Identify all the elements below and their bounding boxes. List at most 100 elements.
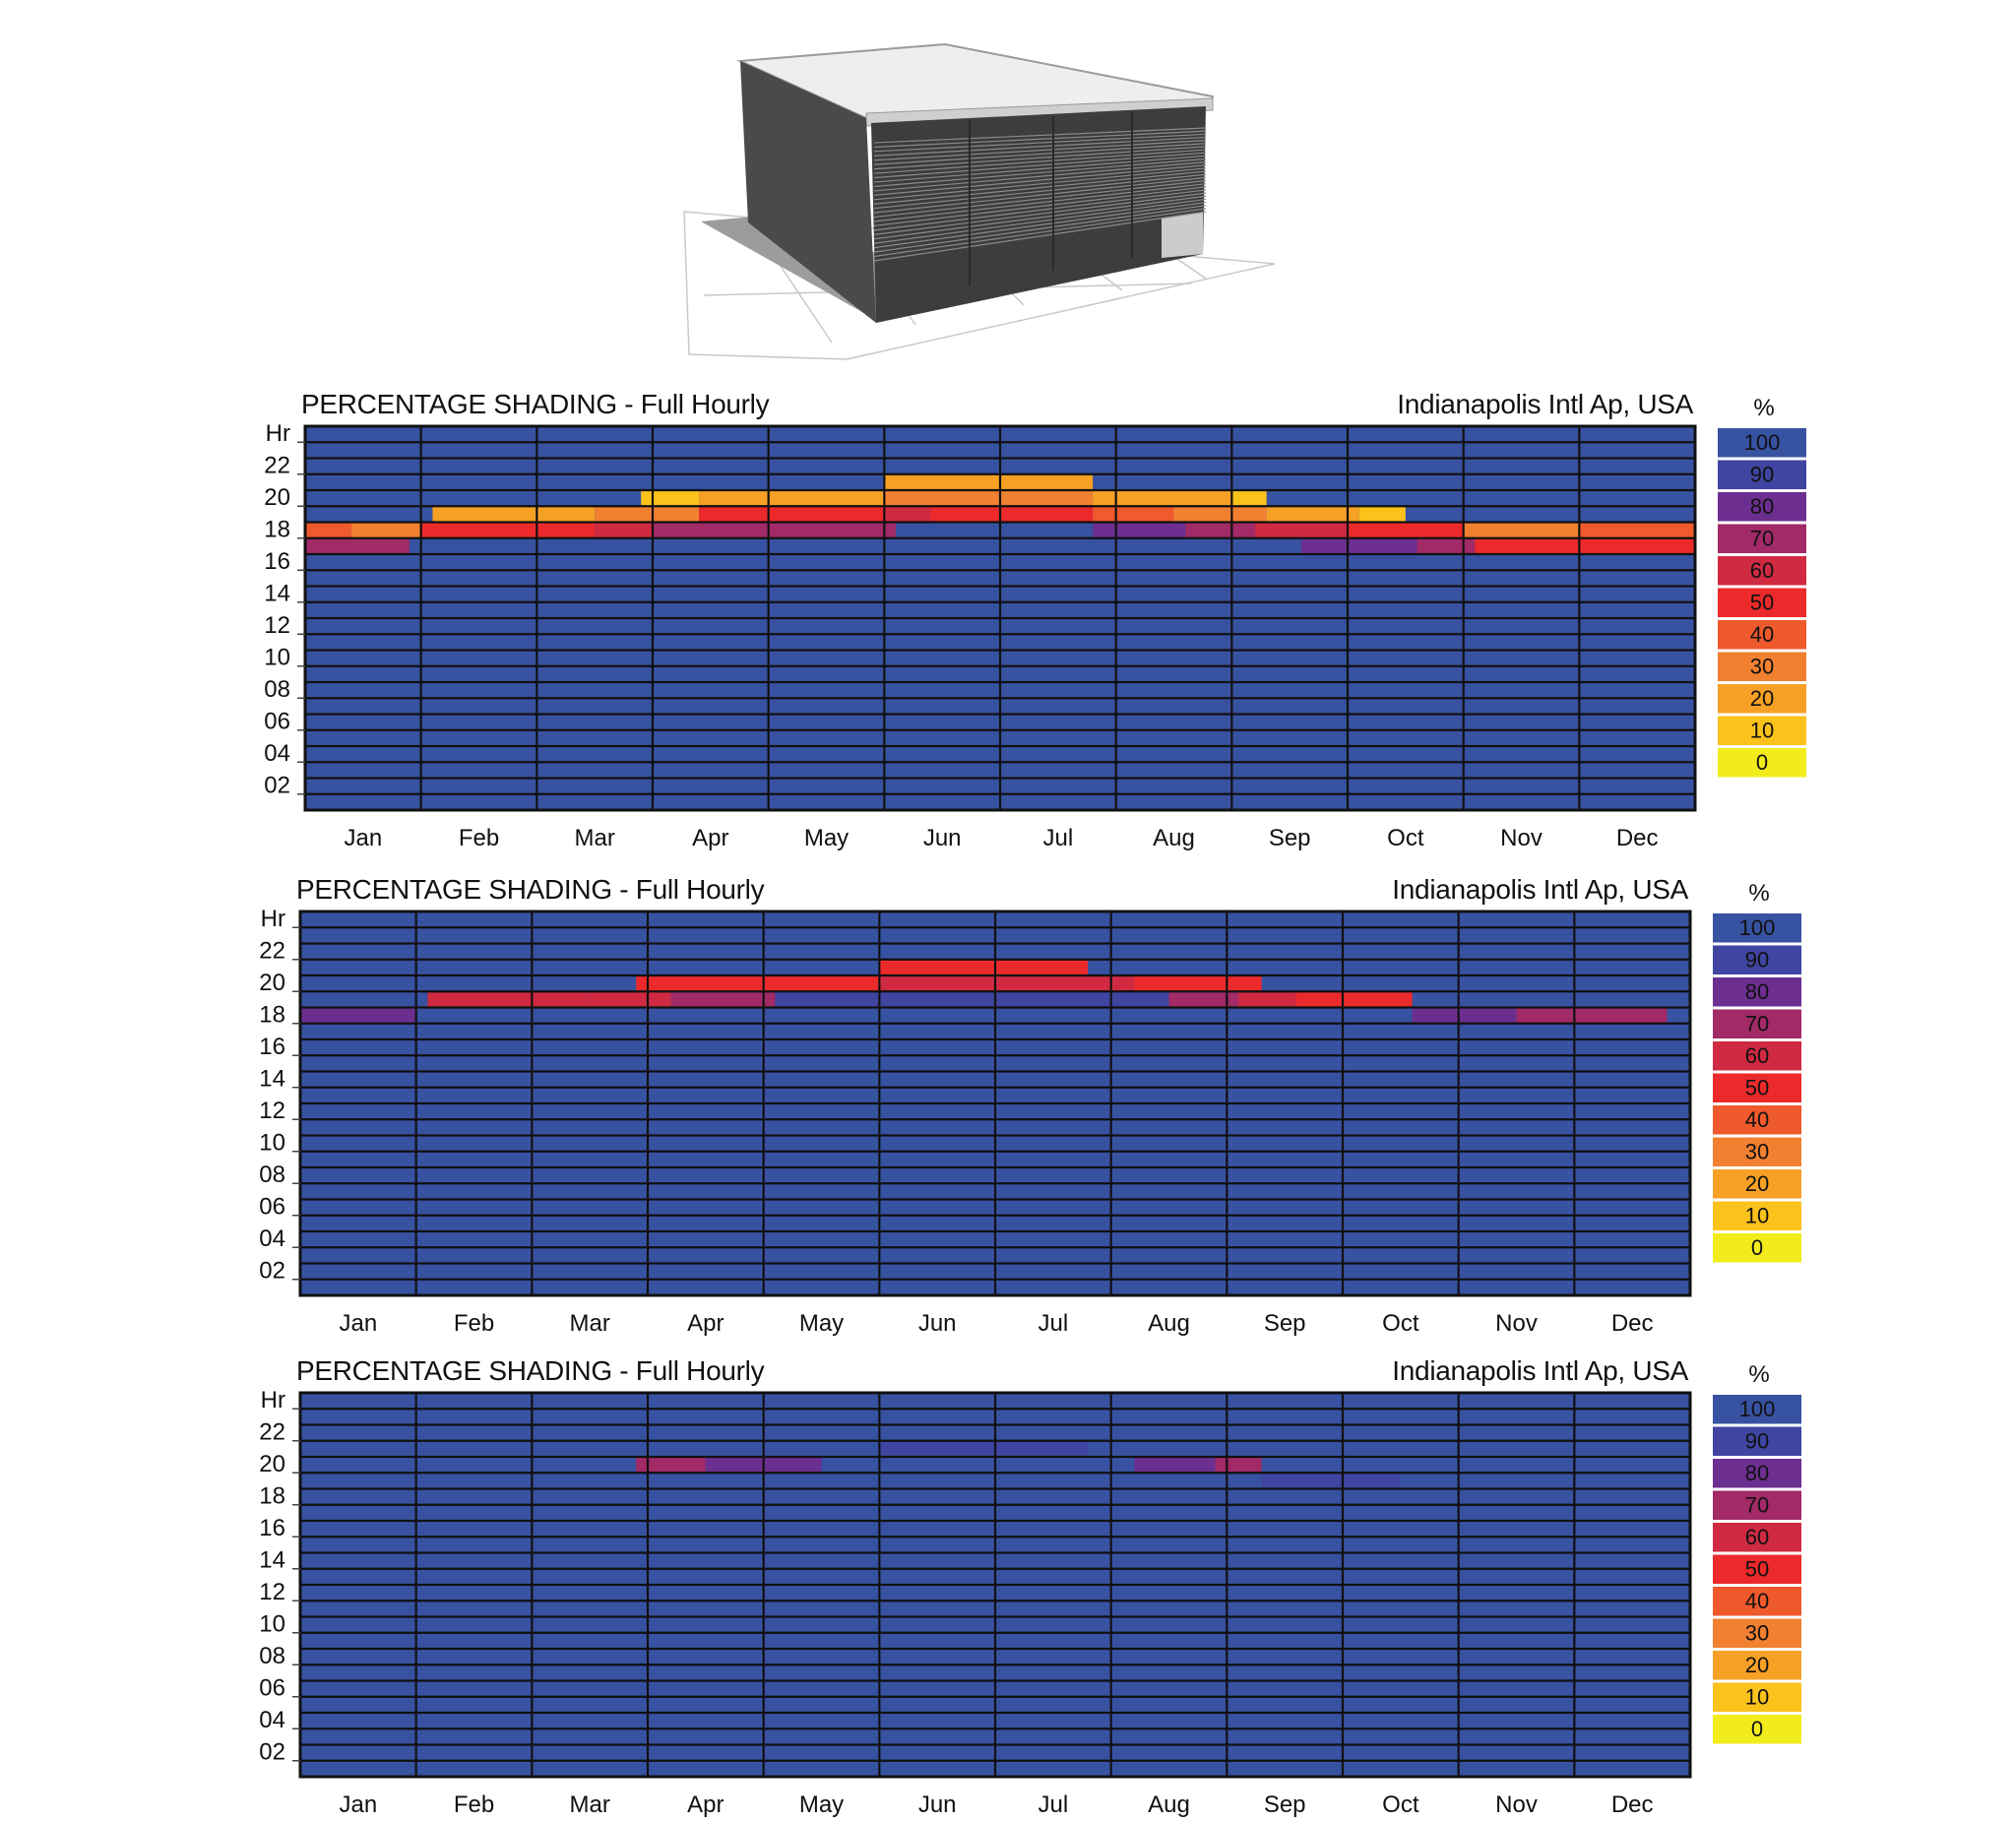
heatmap-cell bbox=[1254, 522, 1348, 538]
heatmap-cell bbox=[636, 975, 880, 992]
y-tick-label: 14 bbox=[259, 1547, 285, 1574]
legend-label: 60 bbox=[1745, 1525, 1769, 1549]
legend-label: 40 bbox=[1750, 622, 1774, 647]
x-tick-label: Jan bbox=[339, 1310, 377, 1337]
heatmap-cell bbox=[1215, 1457, 1262, 1474]
heatmap-cell bbox=[351, 522, 421, 538]
x-tick-label: Jan bbox=[344, 825, 382, 851]
legend-label: 20 bbox=[1745, 1171, 1769, 1196]
heatmap-cell bbox=[641, 490, 700, 507]
y-tick-label: 10 bbox=[264, 645, 290, 671]
x-tick-label: Jul bbox=[1038, 1310, 1068, 1337]
x-tick-label: Apr bbox=[687, 1310, 724, 1337]
chart-location: Indianapolis Intl Ap, USA bbox=[1397, 389, 1693, 419]
y-tick-label: 02 bbox=[264, 773, 290, 799]
x-tick-label: May bbox=[799, 1791, 844, 1818]
y-tick-label: 18 bbox=[259, 1483, 285, 1510]
legend-swatch bbox=[1713, 1009, 1801, 1038]
heatmap-cell bbox=[300, 1007, 416, 1024]
heatmap-cell bbox=[1516, 1007, 1668, 1024]
legend-label: 100 bbox=[1744, 430, 1781, 455]
legend-label: 50 bbox=[1745, 1557, 1769, 1582]
y-tick-label: 10 bbox=[259, 1130, 285, 1157]
legend-label: 20 bbox=[1750, 686, 1774, 711]
y-tick-label: 22 bbox=[259, 1419, 285, 1446]
legend-swatch bbox=[1713, 1169, 1801, 1199]
legend-swatch bbox=[1718, 460, 1806, 489]
legend-label: 80 bbox=[1745, 979, 1769, 1004]
x-tick-label: Nov bbox=[1495, 1310, 1538, 1337]
legend-label: 0 bbox=[1751, 1717, 1763, 1741]
heatmap-cell bbox=[305, 522, 352, 538]
heatmap-cell bbox=[1266, 506, 1359, 523]
x-tick-label: Mar bbox=[569, 1791, 609, 1818]
legend-swatch bbox=[1718, 716, 1806, 745]
x-tick-label: May bbox=[799, 1310, 844, 1337]
y-tick-label: 20 bbox=[259, 1451, 285, 1477]
y-tick-label: 18 bbox=[264, 517, 290, 543]
legend-swatch bbox=[1718, 620, 1806, 650]
y-tick-label: 06 bbox=[259, 1675, 285, 1702]
heatmap-cell bbox=[420, 522, 596, 538]
building-side-wall bbox=[740, 61, 876, 323]
legend-swatch bbox=[1713, 1715, 1801, 1744]
heatmap-cell bbox=[1348, 522, 1464, 538]
heatmap-cell bbox=[930, 506, 1094, 523]
x-tick-label: Apr bbox=[692, 825, 728, 851]
heatmap-cell bbox=[1093, 490, 1232, 507]
y-tick-label: 16 bbox=[259, 1515, 285, 1541]
y-tick-label: 14 bbox=[259, 1066, 285, 1093]
y-tick-label: 20 bbox=[259, 970, 285, 996]
legend-swatch bbox=[1713, 1459, 1801, 1488]
legend-label: 90 bbox=[1750, 463, 1774, 487]
heatmap-cell bbox=[670, 991, 776, 1008]
x-tick-label: Nov bbox=[1495, 1791, 1538, 1818]
legend-unit: % bbox=[1748, 880, 1770, 907]
legend-swatch bbox=[1713, 945, 1801, 974]
x-tick-label: Oct bbox=[1387, 825, 1424, 851]
legend-label: 10 bbox=[1750, 719, 1774, 743]
legend-label: 40 bbox=[1745, 1589, 1769, 1613]
legend-swatch bbox=[1713, 1201, 1801, 1230]
y-tick-label: 10 bbox=[259, 1611, 285, 1638]
shading-chart-1: PERCENTAGE SHADING - Full Hourly Indiana… bbox=[0, 389, 2016, 851]
heatmap-cell bbox=[699, 506, 885, 523]
y-tick-label: 14 bbox=[264, 581, 290, 607]
chart-location: Indianapolis Intl Ap, USA bbox=[1392, 1355, 1688, 1386]
legend-label: 70 bbox=[1745, 1493, 1769, 1518]
heatmap-cell bbox=[595, 522, 653, 538]
heatmap-cell bbox=[879, 975, 1135, 992]
plot-frame bbox=[303, 424, 1697, 812]
y-tick-label: 04 bbox=[259, 1707, 285, 1733]
plot-frame bbox=[298, 1391, 1692, 1779]
y-tick-label: 02 bbox=[259, 1739, 285, 1766]
heatmap-cell bbox=[432, 506, 596, 523]
x-tick-label: Jun bbox=[918, 1791, 957, 1818]
y-tick-label: 08 bbox=[259, 1162, 285, 1188]
legend-label: 90 bbox=[1745, 948, 1769, 973]
x-tick-label: Dec bbox=[1611, 1791, 1654, 1818]
heatmap-cell bbox=[1412, 1007, 1517, 1024]
legend-swatch bbox=[1713, 1137, 1801, 1166]
x-tick-label: Aug bbox=[1148, 1791, 1190, 1818]
x-tick-label: Dec bbox=[1616, 825, 1659, 851]
legend-swatch bbox=[1713, 1233, 1801, 1263]
legend-label: 60 bbox=[1750, 558, 1774, 583]
legend-swatch bbox=[1718, 684, 1806, 714]
plot-frame bbox=[298, 910, 1692, 1297]
y-tick-label: 18 bbox=[259, 1002, 285, 1029]
legend-swatch bbox=[1718, 556, 1806, 586]
legend-swatch bbox=[1713, 1490, 1801, 1520]
heatmap-cell bbox=[1168, 991, 1239, 1008]
heatmap-cell bbox=[775, 991, 1169, 1008]
x-tick-label: Oct bbox=[1382, 1791, 1419, 1818]
x-tick-label: Mar bbox=[574, 825, 614, 851]
shading-chart-2: PERCENTAGE SHADING - Full Hourly Indiana… bbox=[0, 874, 2011, 1337]
heatmap-cell bbox=[884, 473, 1094, 490]
heatmap-cell bbox=[884, 506, 931, 523]
legend-label: 30 bbox=[1750, 655, 1774, 679]
heatmap-cell bbox=[590, 991, 671, 1008]
x-tick-label: Nov bbox=[1500, 825, 1543, 851]
x-tick-label: Feb bbox=[454, 1791, 494, 1818]
legend-swatch bbox=[1718, 588, 1806, 617]
